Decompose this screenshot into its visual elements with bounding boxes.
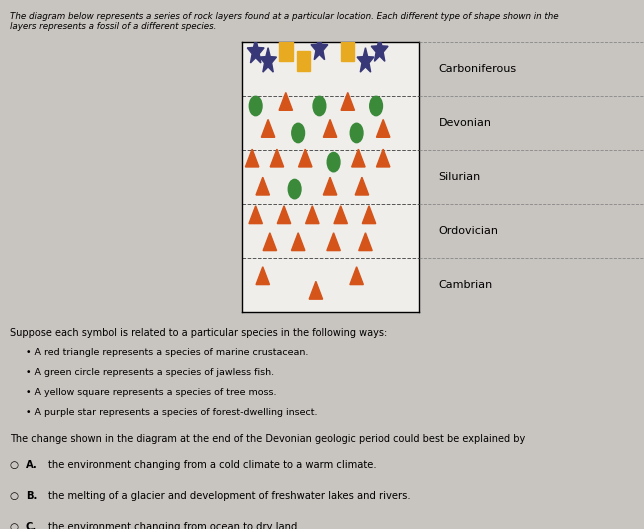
Polygon shape: [292, 233, 305, 251]
Circle shape: [370, 96, 383, 116]
Circle shape: [292, 123, 305, 143]
Text: Suppose each symbol is related to a particular species in the following ways:: Suppose each symbol is related to a part…: [10, 328, 387, 338]
Polygon shape: [350, 267, 363, 285]
Polygon shape: [263, 233, 276, 251]
Circle shape: [350, 123, 363, 143]
Text: Carboniferous: Carboniferous: [439, 65, 517, 74]
Circle shape: [249, 96, 262, 116]
Polygon shape: [377, 120, 390, 138]
Text: • A yellow square represents a species of tree moss.: • A yellow square represents a species o…: [26, 388, 276, 397]
Circle shape: [327, 152, 340, 172]
Text: the environment changing from a cold climate to a warm climate.: the environment changing from a cold cli…: [48, 460, 377, 470]
Text: layers represents a fossil of a different species.: layers represents a fossil of a differen…: [10, 22, 216, 31]
Polygon shape: [334, 206, 347, 224]
Text: ○: ○: [10, 522, 19, 529]
Text: ○: ○: [10, 460, 19, 470]
Polygon shape: [355, 177, 368, 195]
Text: • A purple star represents a species of forest-dwelling insect.: • A purple star represents a species of …: [26, 408, 317, 417]
Circle shape: [313, 96, 326, 116]
Polygon shape: [323, 120, 337, 138]
Bar: [297, 51, 310, 71]
Text: the melting of a glacier and development of freshwater lakes and rivers.: the melting of a glacier and development…: [48, 491, 411, 501]
Text: Cambrian: Cambrian: [439, 280, 493, 290]
Text: B.: B.: [26, 491, 37, 501]
Polygon shape: [261, 120, 275, 138]
Text: ○: ○: [10, 491, 19, 501]
Bar: [279, 40, 292, 61]
Bar: [341, 40, 354, 61]
Polygon shape: [249, 206, 262, 224]
Text: A.: A.: [26, 460, 37, 470]
Polygon shape: [306, 206, 319, 224]
Polygon shape: [270, 149, 283, 167]
Polygon shape: [278, 206, 290, 224]
Polygon shape: [363, 206, 375, 224]
Polygon shape: [256, 267, 269, 285]
Polygon shape: [359, 233, 372, 251]
Text: Devonian: Devonian: [439, 118, 492, 128]
Polygon shape: [377, 149, 390, 167]
Polygon shape: [352, 149, 365, 167]
Polygon shape: [256, 177, 269, 195]
Polygon shape: [341, 93, 354, 111]
Text: The diagram below represents a series of rock layers found at a particular locat: The diagram below represents a series of…: [10, 12, 558, 21]
Text: • A green circle represents a species of jawless fish.: • A green circle represents a species of…: [26, 368, 274, 377]
Text: Silurian: Silurian: [439, 172, 481, 182]
Text: • A red triangle represents a species of marine crustacean.: • A red triangle represents a species of…: [26, 348, 308, 357]
Text: the environment changing from ocean to dry land.: the environment changing from ocean to d…: [48, 522, 301, 529]
Polygon shape: [245, 149, 259, 167]
Polygon shape: [311, 35, 328, 60]
Polygon shape: [260, 48, 276, 72]
Polygon shape: [247, 39, 264, 63]
Polygon shape: [309, 281, 323, 299]
Polygon shape: [299, 149, 312, 167]
Text: The change shown in the diagram at the end of the Devonian geologic period could: The change shown in the diagram at the e…: [10, 434, 525, 444]
Polygon shape: [357, 48, 374, 72]
Polygon shape: [279, 93, 292, 111]
Polygon shape: [327, 233, 340, 251]
Polygon shape: [371, 37, 388, 61]
Polygon shape: [323, 177, 337, 195]
Text: C.: C.: [26, 522, 37, 529]
Circle shape: [289, 179, 301, 199]
Text: Ordovician: Ordovician: [439, 226, 498, 236]
